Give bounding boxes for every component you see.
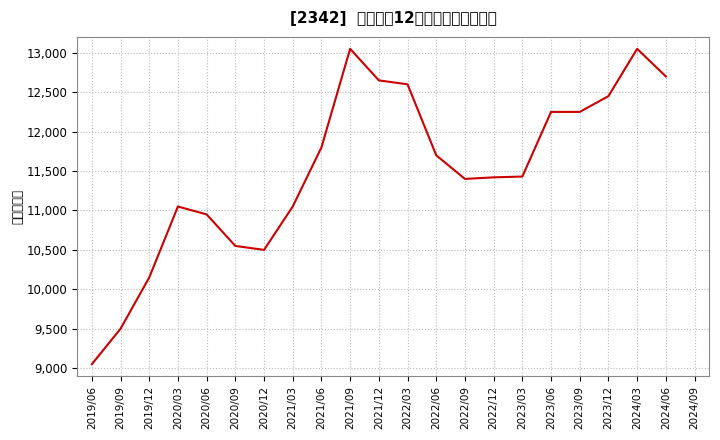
Title: [2342]  売上高の12か月移動合計の推移: [2342] 売上高の12か月移動合計の推移 [289, 11, 497, 26]
Y-axis label: （百万円）: （百万円） [11, 189, 24, 224]
